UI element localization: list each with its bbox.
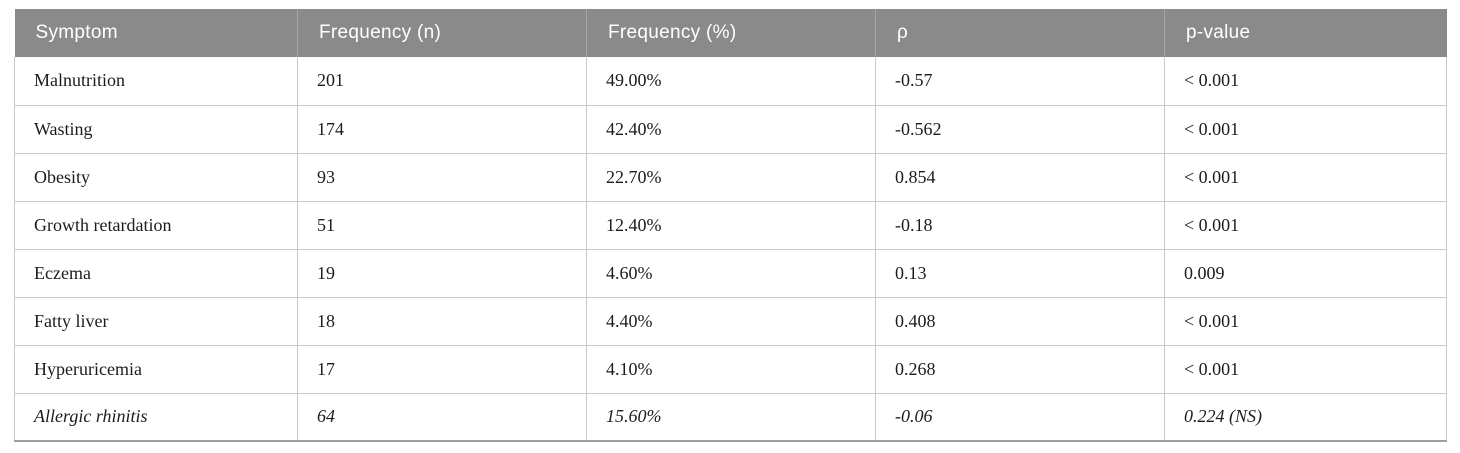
cell-symptom: Malnutrition xyxy=(14,57,298,106)
cell-p-value: < 0.001 xyxy=(1164,296,1447,346)
cell-frequency-pct: 12.40% xyxy=(586,200,876,250)
header-cell-symptom: Symptom xyxy=(14,9,298,57)
cell-frequency-n: 17 xyxy=(297,344,587,394)
table-row: Growth retardation 51 12.40% -0.18 < 0.0… xyxy=(14,200,1447,250)
cell-symptom: Fatty liver xyxy=(14,296,298,346)
table-body: Malnutrition 201 49.00% -0.57 < 0.001 Wa… xyxy=(14,57,1447,442)
cell-symptom: Growth retardation xyxy=(14,200,298,250)
header-cell-p-value: p-value xyxy=(1164,9,1447,57)
cell-frequency-n: 174 xyxy=(297,104,587,154)
cell-frequency-pct: 15.60% xyxy=(586,392,876,442)
cell-frequency-n: 51 xyxy=(297,200,587,250)
cell-frequency-pct: 4.40% xyxy=(586,296,876,346)
cell-frequency-n: 64 xyxy=(297,392,587,442)
table-row: Fatty liver 18 4.40% 0.408 < 0.001 xyxy=(14,296,1447,346)
header-cell-frequency-n: Frequency (n) xyxy=(297,9,587,57)
table-row: Allergic rhinitis 64 15.60% -0.06 0.224 … xyxy=(14,392,1447,442)
cell-p-value: 0.224 (NS) xyxy=(1164,392,1447,442)
cell-p-value: 0.009 xyxy=(1164,248,1447,298)
cell-frequency-n: 19 xyxy=(297,248,587,298)
table-row: Eczema 19 4.60% 0.13 0.009 xyxy=(14,248,1447,298)
cell-rho: -0.18 xyxy=(875,200,1165,250)
cell-frequency-pct: 4.10% xyxy=(586,344,876,394)
table-header: Symptom Frequency (n) Frequency (%) ρ p-… xyxy=(14,9,1447,57)
cell-rho: 0.268 xyxy=(875,344,1165,394)
cell-frequency-n: 201 xyxy=(297,57,587,106)
cell-rho: -0.06 xyxy=(875,392,1165,442)
cell-symptom: Allergic rhinitis xyxy=(14,392,298,442)
cell-frequency-n: 93 xyxy=(297,152,587,202)
cell-frequency-pct: 22.70% xyxy=(586,152,876,202)
cell-rho: -0.562 xyxy=(875,104,1165,154)
cell-rho: -0.57 xyxy=(875,57,1165,106)
symptom-frequency-table: Symptom Frequency (n) Frequency (%) ρ p-… xyxy=(14,9,1447,442)
cell-symptom: Wasting xyxy=(14,104,298,154)
cell-frequency-pct: 4.60% xyxy=(586,248,876,298)
cell-rho: 0.408 xyxy=(875,296,1165,346)
table-row: Malnutrition 201 49.00% -0.57 < 0.001 xyxy=(14,57,1447,106)
cell-frequency-pct: 42.40% xyxy=(586,104,876,154)
cell-symptom: Hyperuricemia xyxy=(14,344,298,394)
cell-p-value: < 0.001 xyxy=(1164,152,1447,202)
cell-p-value: < 0.001 xyxy=(1164,200,1447,250)
header-cell-rho: ρ xyxy=(875,9,1165,57)
cell-p-value: < 0.001 xyxy=(1164,104,1447,154)
cell-rho: 0.13 xyxy=(875,248,1165,298)
cell-symptom: Obesity xyxy=(14,152,298,202)
cell-frequency-n: 18 xyxy=(297,296,587,346)
cell-p-value: < 0.001 xyxy=(1164,344,1447,394)
table-row: Wasting 174 42.40% -0.562 < 0.001 xyxy=(14,104,1447,154)
cell-symptom: Eczema xyxy=(14,248,298,298)
cell-frequency-pct: 49.00% xyxy=(586,57,876,106)
header-row: Symptom Frequency (n) Frequency (%) ρ p-… xyxy=(14,9,1447,57)
symptom-frequency-table-container: Symptom Frequency (n) Frequency (%) ρ p-… xyxy=(14,9,1447,442)
table-row: Obesity 93 22.70% 0.854 < 0.001 xyxy=(14,152,1447,202)
cell-p-value: < 0.001 xyxy=(1164,57,1447,106)
table-row: Hyperuricemia 17 4.10% 0.268 < 0.001 xyxy=(14,344,1447,394)
header-cell-frequency-pct: Frequency (%) xyxy=(586,9,876,57)
cell-rho: 0.854 xyxy=(875,152,1165,202)
